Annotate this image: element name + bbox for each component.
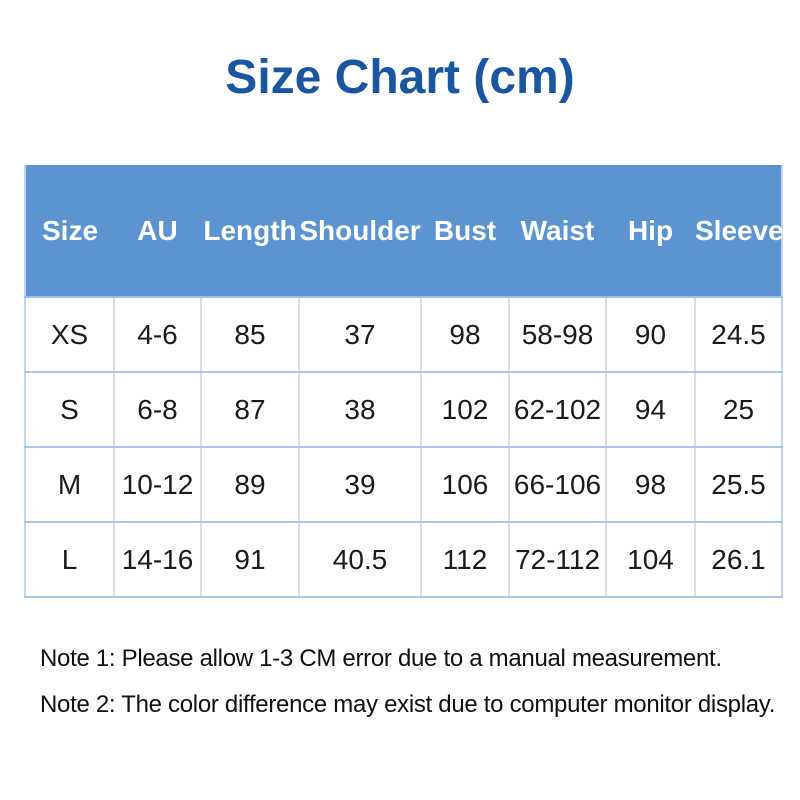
measurement-cell: 62-102	[508, 372, 607, 448]
table-row-l: L 14-16 91 40.5 112 72-112 104 26.1	[25, 522, 782, 598]
page-title: Size Chart (cm)	[225, 51, 575, 104]
header-row: Size AU Length Shoulder Bust Waist Hip Sleeve	[25, 165, 784, 298]
measurement-cell: 112	[420, 522, 510, 598]
measurement-cell: 25	[694, 372, 782, 448]
measurement-cell: 90	[605, 297, 696, 373]
notes-block: Note 1: Please allow 1-3 CM error due to…	[40, 645, 780, 739]
table-row-m: M 10-12 89 39 106 66-106 98 25.5	[25, 447, 782, 523]
measurement-cell: 39	[298, 447, 422, 523]
column-header-waist: Waist	[509, 165, 606, 298]
column-header-shoulder: Shoulder	[299, 165, 421, 298]
table-row-s: S 6-8 87 38 102 62-102 94 25	[25, 372, 782, 448]
measurement-cell: 89	[200, 447, 300, 523]
measurement-cell: 85	[200, 297, 300, 373]
note-2: Note 2: The color difference may exist d…	[40, 691, 776, 719]
size-table-header: Size AU Length Shoulder Bust Waist Hip Sleeve	[25, 165, 784, 298]
size-label-cell: M	[25, 447, 115, 523]
size-table: Size AU Length Shoulder Bust Waist Hip Sleeve X…	[24, 165, 784, 598]
measurement-cell: 24.5	[694, 297, 782, 373]
size-label-cell: S	[25, 372, 115, 448]
measurement-cell: 40.5	[298, 522, 422, 598]
measurement-cell: 98	[605, 447, 696, 523]
measurement-cell: 6-8	[113, 372, 202, 448]
measurement-cell: 38	[298, 372, 422, 448]
column-header-au: AU	[114, 165, 201, 298]
measurement-cell: 72-112	[508, 522, 607, 598]
size-table-container: Size AU Length Shoulder Bust Waist Hip Sleeve X…	[24, 165, 784, 598]
measurement-cell: 106	[420, 447, 510, 523]
size-label-cell: XS	[25, 297, 115, 373]
measurement-cell: 58-98	[508, 297, 607, 373]
measurement-cell: 102	[420, 372, 510, 448]
column-header-length: Length	[201, 165, 299, 298]
measurement-cell: 37	[298, 297, 422, 373]
measurement-cell: 14-16	[113, 522, 202, 598]
size-label-cell: L	[25, 522, 115, 598]
measurement-cell: 26.1	[694, 522, 782, 598]
column-header-size: Size	[25, 165, 114, 298]
measurement-cell: 25.5	[694, 447, 782, 523]
note-1: Note 1: Please allow 1-3 CM error due to…	[40, 645, 722, 672]
measurement-cell: 4-6	[113, 297, 202, 373]
column-header-hip: Hip	[606, 165, 695, 298]
measurement-cell: 87	[200, 372, 300, 448]
table-row-xs: XS 4-6 85 37 98 58-98 90 24.5	[25, 297, 782, 373]
size-table-body: XS 4-6 85 37 98 58-98 90 24.5 S 6-8 87 38 102 62-102 9…	[25, 297, 782, 598]
measurement-cell: 91	[200, 522, 300, 598]
column-header-bust: Bust	[421, 165, 509, 298]
column-header-sleeve: Sleeve	[695, 165, 784, 298]
measurement-cell: 104	[605, 522, 696, 598]
measurement-cell: 10-12	[113, 447, 202, 523]
measurement-cell: 66-106	[508, 447, 607, 523]
measurement-cell: 94	[605, 372, 696, 448]
measurement-cell: 98	[420, 297, 510, 373]
